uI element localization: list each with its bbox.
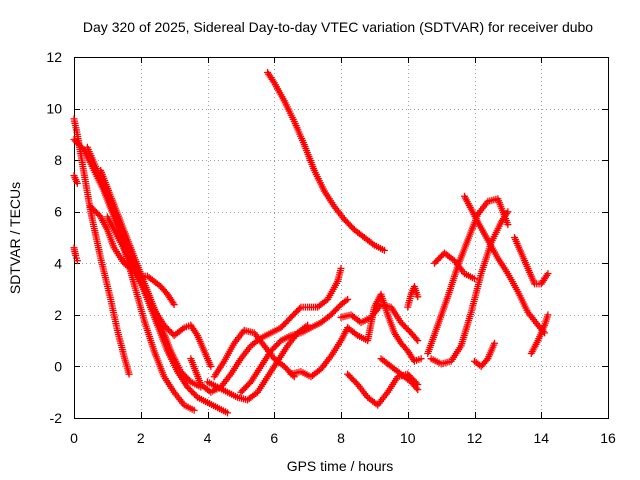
- x-tick-label: 0: [70, 430, 78, 446]
- data-point: [207, 362, 215, 370]
- data-point: [544, 311, 552, 319]
- data-point: [337, 264, 345, 272]
- x-tick-label: 6: [270, 430, 278, 446]
- series-arc-21: [427, 208, 512, 368]
- data-point: [352, 330, 360, 338]
- data-point: [412, 384, 420, 392]
- series-arc-25: [471, 339, 499, 370]
- series-arc-17: [344, 290, 425, 365]
- data-point: [417, 355, 425, 363]
- series-arc-23: [511, 234, 552, 288]
- data-point: [449, 255, 457, 263]
- x-tick-label: 12: [467, 430, 483, 446]
- series-arc-13: [264, 68, 388, 254]
- y-tick-label: 0: [54, 358, 62, 374]
- series-arc-2: [70, 244, 81, 265]
- axis-ticks: 0 2 4 6 8 10 12 14 16 -2 0 2 4 6 8 10 12: [46, 49, 616, 446]
- data-point: [414, 337, 422, 345]
- y-axis-label: SDTVAR / TECUs: [7, 182, 23, 294]
- series-arc-3: [70, 172, 81, 187]
- data-point: [471, 275, 478, 283]
- data-point: [125, 370, 133, 378]
- x-tick-label: 4: [204, 430, 212, 446]
- data-point: [73, 179, 81, 187]
- y-tick-label: -2: [50, 410, 63, 426]
- data-point: [315, 366, 323, 374]
- series-arc-14: [287, 324, 352, 381]
- data-point: [380, 246, 388, 254]
- data-point: [491, 339, 499, 347]
- series-arc-22: [460, 192, 549, 337]
- data-point: [135, 271, 143, 279]
- series-arc-19: [404, 282, 422, 311]
- series-arc-12: [237, 295, 352, 396]
- data-point: [73, 257, 81, 265]
- y-tick-label: 8: [54, 152, 62, 168]
- series-arc-8: [87, 203, 178, 309]
- data-point: [414, 293, 422, 301]
- y-tick-label: 6: [54, 204, 62, 220]
- data-point: [369, 240, 377, 248]
- data-point: [190, 406, 198, 414]
- series-arc-11: [210, 326, 298, 381]
- data-point: [344, 295, 352, 303]
- data-point: [170, 301, 178, 309]
- data-point: [224, 409, 232, 417]
- data-point: [296, 305, 304, 313]
- x-tick-label: 8: [337, 430, 345, 446]
- data-points: [70, 68, 552, 417]
- y-tick-label: 4: [54, 255, 62, 271]
- series-arc-26: [430, 249, 478, 283]
- data-point: [414, 386, 422, 394]
- x-tick-label: 2: [137, 430, 145, 446]
- series-arc-24: [527, 311, 552, 358]
- chart-title: Day 320 of 2025, Sidereal Day-to-day VTE…: [83, 19, 593, 35]
- data-point: [504, 208, 512, 216]
- y-tick-label: 12: [46, 49, 62, 65]
- series-arc-16: [344, 370, 422, 409]
- data-point: [342, 297, 350, 305]
- x-tick-label: 10: [400, 430, 416, 446]
- data-point: [412, 335, 420, 343]
- series-arc-9: [187, 264, 345, 396]
- x-axis-label: GPS time / hours: [287, 458, 394, 474]
- data-point: [79, 144, 87, 152]
- y-tick-label: 10: [46, 101, 62, 117]
- x-tick-label: 14: [533, 430, 549, 446]
- y-tick-label: 2: [54, 307, 62, 323]
- x-tick-label: 16: [600, 430, 616, 446]
- grid: [74, 57, 608, 418]
- data-point: [504, 221, 512, 229]
- data-point: [544, 270, 552, 278]
- data-point: [178, 325, 186, 333]
- series-arc-18: [377, 355, 422, 394]
